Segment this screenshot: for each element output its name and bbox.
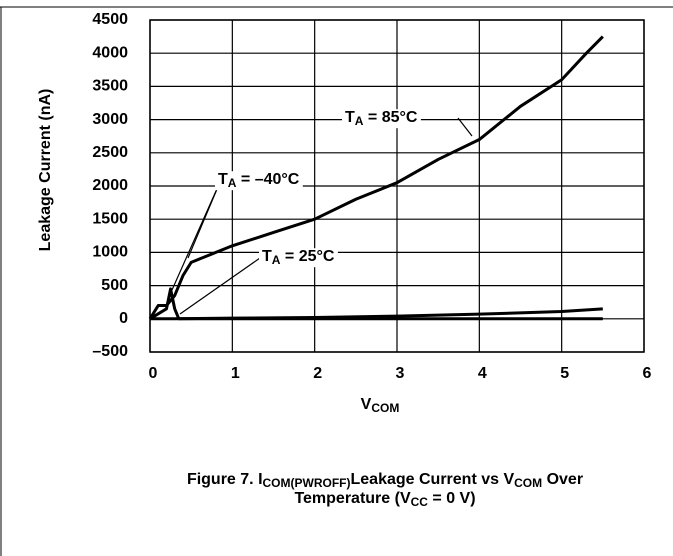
- series-label-part: = 25°C: [280, 248, 334, 265]
- y-tick-label: –500: [92, 343, 128, 360]
- chart-title-part: COM: [514, 476, 542, 490]
- series-label: TA = –40°C: [218, 171, 300, 190]
- line-series: [150, 307, 603, 321]
- plot-frame: [149, 19, 645, 353]
- x-axis-label: VCOM: [361, 396, 400, 415]
- y-tick-label: 500: [101, 277, 128, 294]
- series-label-part: A: [272, 253, 281, 267]
- label-bg: [259, 248, 338, 268]
- chart-title-part: Leakage Current vs V: [351, 471, 515, 488]
- series-label-part: = –40°C: [236, 171, 299, 188]
- y-tick-label: 4500: [92, 11, 128, 28]
- series-label: TA = 25°C: [262, 248, 335, 267]
- y-tick-label: 1000: [92, 244, 128, 261]
- chart-title-part: Temperature (V: [294, 490, 411, 507]
- y-tick-label: 2000: [92, 177, 128, 194]
- x-tick-label: 6: [643, 365, 652, 382]
- chart-title-part: Over: [542, 471, 583, 488]
- series-label-part: T: [345, 109, 355, 126]
- y-tick-label: 1500: [92, 210, 128, 227]
- chart-title-part: CC: [411, 495, 429, 509]
- x-tick-label: 3: [396, 365, 405, 382]
- line-series: [149, 287, 603, 321]
- x-tick-label: 1: [231, 365, 240, 382]
- y-axis-label: Leakage Current (nA): [37, 89, 54, 252]
- chart-title: Figure 7. ICOM(PWROFF)Leakage Current vs…: [187, 471, 583, 490]
- label-bg: [215, 171, 303, 191]
- leader-line: [457, 117, 473, 137]
- x-axis-label-part: V: [361, 396, 372, 413]
- series-label: TA = 85°C: [345, 109, 418, 128]
- series-label-part: T: [218, 171, 228, 188]
- y-tick-label: 3000: [92, 111, 128, 128]
- series-label-part: = 85°C: [363, 109, 417, 126]
- x-tick-label: 2: [313, 365, 322, 382]
- y-tick-label: 0: [119, 310, 128, 327]
- chart-title: Temperature (VCC = 0 V): [294, 490, 475, 509]
- chart-title-part: Figure 7. I: [187, 471, 263, 488]
- series-label-part: A: [228, 176, 237, 190]
- leader-line: [171, 181, 221, 291]
- chart-title-part: = 0 V): [428, 490, 476, 507]
- y-tick-label: 3500: [92, 78, 128, 95]
- leader-line: [179, 257, 261, 315]
- x-tick-label: 0: [149, 365, 158, 382]
- x-axis-label-part: COM: [371, 401, 399, 415]
- y-tick-label: 2500: [92, 144, 128, 161]
- y-tick-label: 4000: [92, 44, 128, 61]
- x-tick-label: 4: [478, 365, 487, 382]
- series-label-part: T: [262, 248, 272, 265]
- label-bg: [342, 109, 421, 129]
- x-tick-label: 5: [560, 365, 569, 382]
- series-label-part: A: [355, 114, 364, 128]
- chart-title-part: COM(PWROFF): [263, 476, 351, 490]
- line-series: [148, 35, 604, 320]
